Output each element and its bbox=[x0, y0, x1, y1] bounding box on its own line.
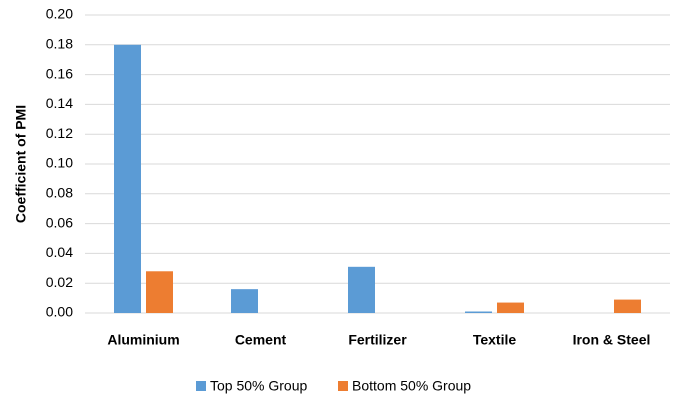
x-tick-label: Iron & Steel bbox=[573, 332, 651, 348]
y-tick-label: 0.06 bbox=[46, 214, 73, 230]
bar bbox=[348, 266, 375, 313]
y-tick-label: 0.00 bbox=[46, 304, 73, 320]
bar bbox=[465, 311, 492, 313]
bar bbox=[497, 302, 524, 313]
bar bbox=[614, 299, 641, 313]
y-tick-label: 0.12 bbox=[46, 125, 73, 141]
y-tick-label: 0.08 bbox=[46, 185, 73, 201]
y-tick-label: 0.18 bbox=[46, 36, 73, 52]
y-tick-label: 0.14 bbox=[46, 95, 73, 111]
y-tick-label: 0.16 bbox=[46, 65, 73, 81]
y-tick-label: 0.02 bbox=[46, 274, 73, 290]
legend-swatch bbox=[338, 381, 348, 391]
legend-swatch bbox=[196, 381, 206, 391]
bar bbox=[114, 44, 141, 314]
bar bbox=[146, 271, 173, 313]
y-axis-title: Coefficient of PMI bbox=[13, 105, 29, 223]
y-tick-label: 0.20 bbox=[46, 6, 73, 22]
legend-label: Top 50% Group bbox=[210, 378, 307, 394]
y-tick-label: 0.04 bbox=[46, 244, 73, 260]
legend-label: Bottom 50% Group bbox=[352, 378, 471, 394]
bar bbox=[231, 289, 258, 313]
x-tick-label: Cement bbox=[235, 332, 287, 348]
x-tick-label: Aluminium bbox=[107, 332, 179, 348]
x-tick-label: Textile bbox=[473, 332, 517, 348]
y-tick-label: 0.10 bbox=[46, 155, 73, 171]
x-tick-label: Fertilizer bbox=[348, 332, 407, 348]
